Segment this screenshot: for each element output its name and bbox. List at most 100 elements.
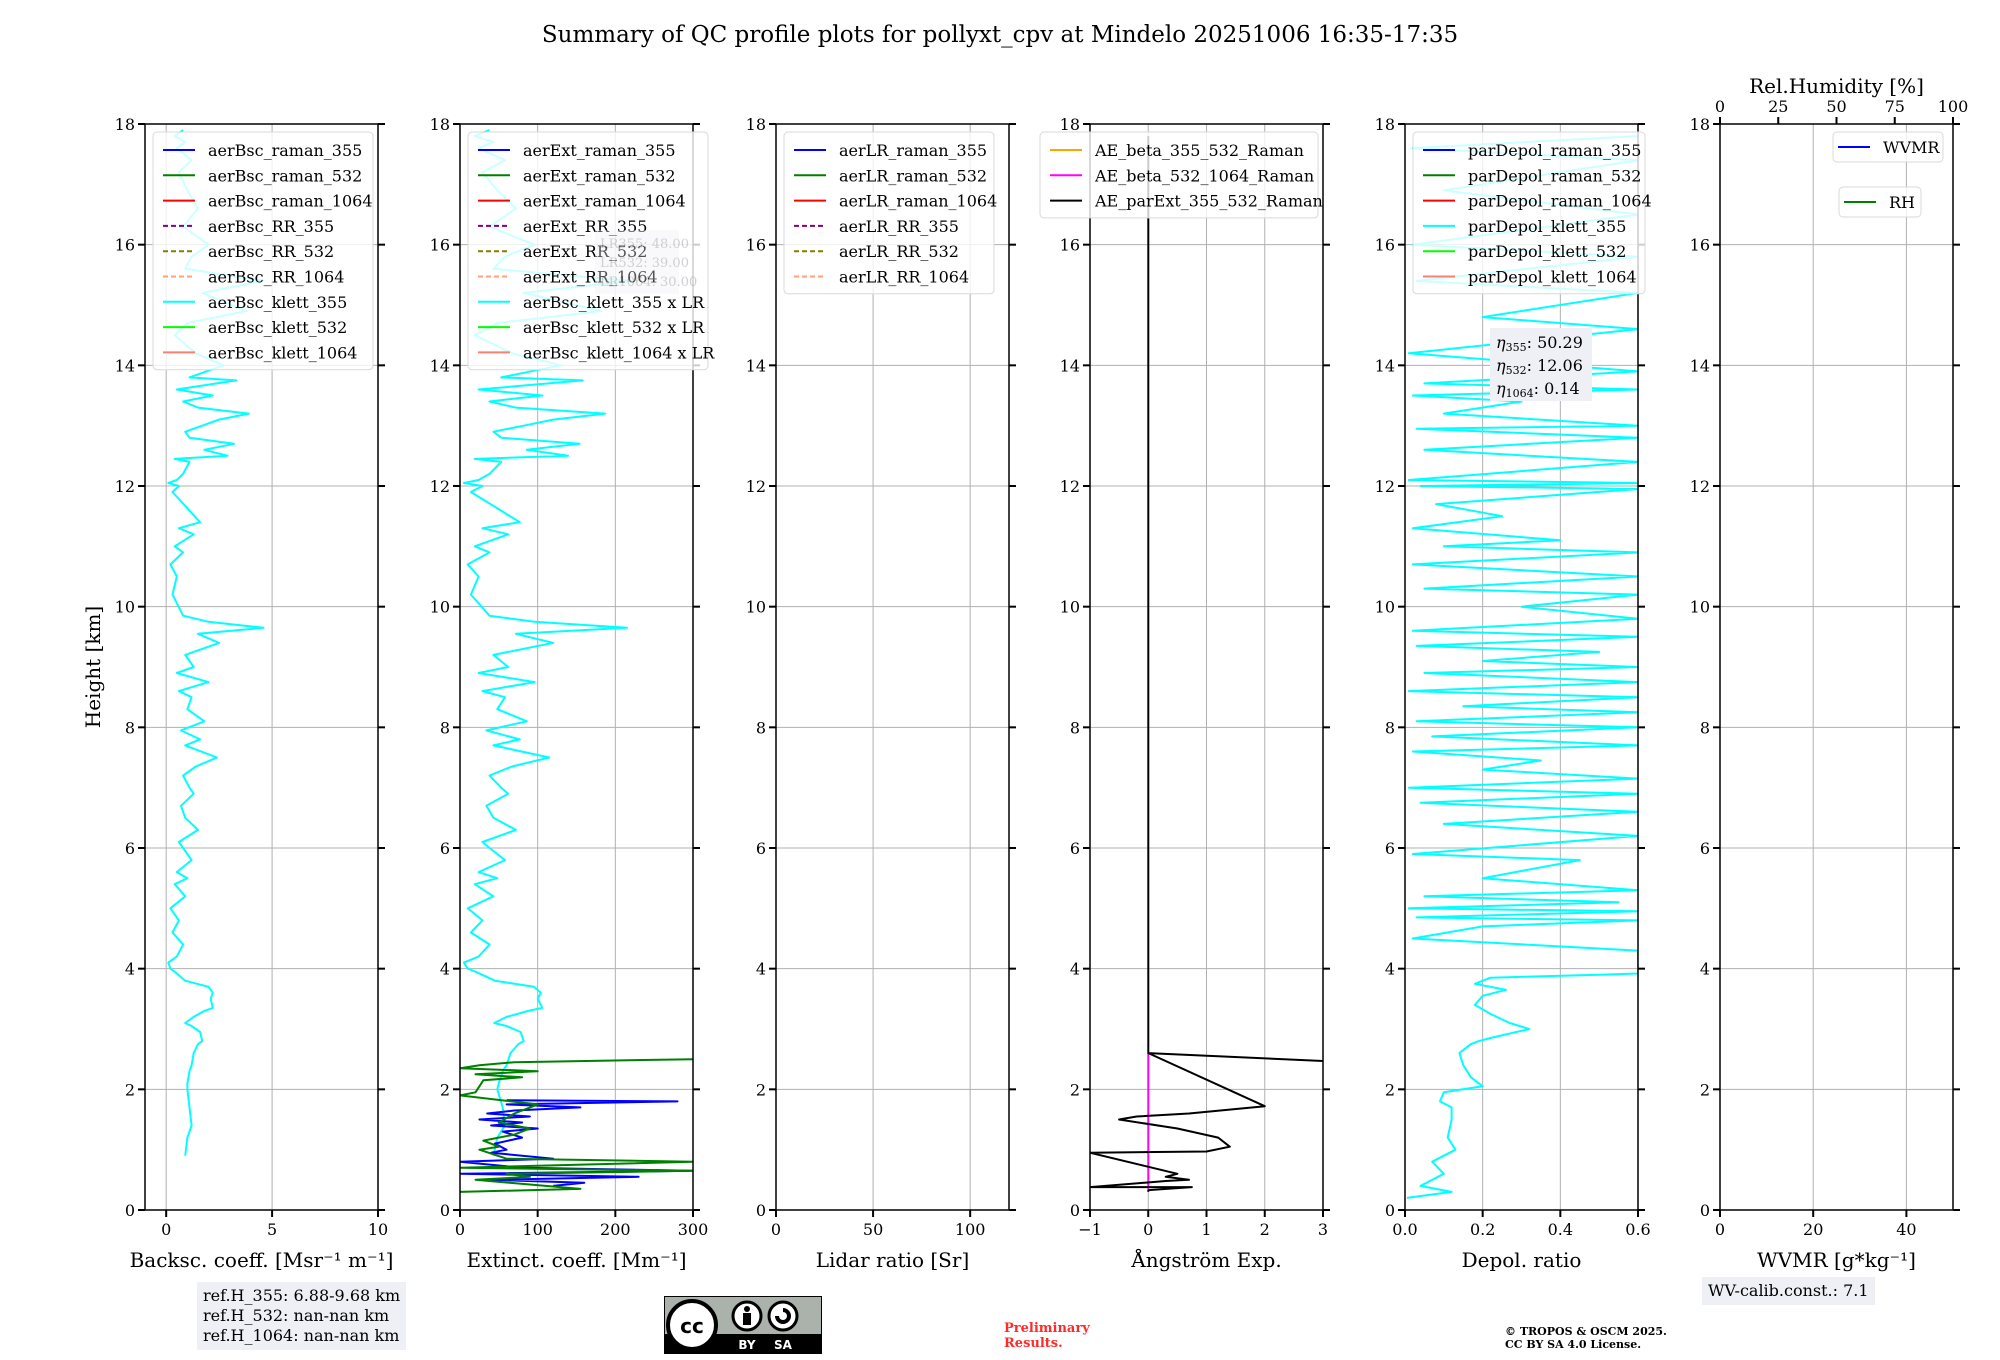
series-aerExt_raman_532 <box>460 1058 693 1193</box>
y-tick-label: 18 <box>430 115 450 134</box>
ref-height-532: ref.H_532: nan-nan km <box>203 1306 390 1325</box>
y-tick-label: 4 <box>440 960 450 979</box>
y-tick-label: 4 <box>1070 960 1080 979</box>
series-group <box>1090 136 1323 1192</box>
legend-box <box>1039 131 1319 219</box>
legend-wvmr: WVMR <box>1832 131 1944 163</box>
x-tick-label: 100 <box>955 1220 986 1239</box>
legend-label: WVMR <box>1883 138 1940 157</box>
legend-label: aerBsc_raman_1064 <box>208 192 373 211</box>
y-tick-label: 0 <box>1070 1201 1080 1220</box>
legend-label: aerBsc_RR_532 <box>208 242 334 261</box>
license-sa-label: SA <box>774 1338 793 1352</box>
legend-label: aerBsc_RR_1064 <box>208 268 344 287</box>
y-tick-label: 8 <box>1070 718 1080 737</box>
x-axis-label: Ångström Exp. <box>1130 1247 1281 1272</box>
y-tick-label: 18 <box>1690 115 1710 134</box>
legend-label: aerExt_raman_532 <box>523 166 676 185</box>
y-tick-label: 6 <box>125 839 135 858</box>
top-x-tick-label: 75 <box>1885 97 1905 116</box>
legend-label: aerExt_raman_355 <box>523 141 676 160</box>
series-parDepol_klett_355 <box>1406 135 1638 1199</box>
x-axis-label: Backsc. coeff. [Msr⁻¹ m⁻¹] <box>130 1248 394 1272</box>
top-x-tick-label: 25 <box>1768 97 1788 116</box>
legend-label: aerLR_raman_355 <box>839 141 987 160</box>
legend-label: aerLR_raman_1064 <box>839 192 997 211</box>
legend-label: parDepol_klett_532 <box>1468 242 1626 261</box>
x-axis-label: WVMR [g*kg⁻¹] <box>1757 1248 1916 1272</box>
copyright-note: © TROPOS & OSCM 2025. CC BY SA 4.0 Licen… <box>1505 1325 1667 1351</box>
x-tick-label: 3 <box>1318 1220 1328 1239</box>
legend-label: parDepol_raman_355 <box>1468 141 1641 160</box>
copyright-line-2: CC BY SA 4.0 License. <box>1505 1338 1642 1351</box>
legend-label: parDepol_raman_532 <box>1468 166 1641 185</box>
y-tick-label: 14 <box>1375 356 1395 375</box>
y-tick-label: 14 <box>115 356 135 375</box>
legend-label: aerLR_raman_532 <box>839 166 987 185</box>
eta-text: η532: 12.06 <box>1496 356 1583 377</box>
panel-wvmr: 0 20 40 0 2 4 6 8 10 12 14 16 18 WVMR [g*kg⁻¹] 0 25 50 75… <box>1690 74 1969 1272</box>
copyright-line-1: © TROPOS & OSCM 2025. <box>1505 1325 1667 1338</box>
y-tick-label: 18 <box>1060 115 1080 134</box>
series-aerExt_raman_355 <box>460 1099 693 1187</box>
panel-depol: 0.0 0.2 0.4 0.6 0 2 4 6 8 10 12 14 16 18 Depol. ratio p… <box>1375 115 1652 1272</box>
y-tick-label: 2 <box>1385 1080 1395 1099</box>
x-tick-label: 0.4 <box>1548 1220 1573 1239</box>
cc-by-sa-icon: cc BY SA <box>663 1295 823 1355</box>
top-x-tick-label: 100 <box>1938 97 1969 116</box>
x-tick-label: 0 <box>771 1220 781 1239</box>
y-tick-label: 8 <box>125 718 135 737</box>
x-tick-label: 0.6 <box>1625 1220 1650 1239</box>
eta-text: η1064: 0.14 <box>1496 379 1580 400</box>
series-group <box>1406 135 1638 1199</box>
y-tick-label: 2 <box>1700 1080 1710 1099</box>
lidar-ratio-text: LR355: 48.00 <box>600 237 689 252</box>
x-tick-label: −1 <box>1078 1220 1102 1239</box>
y-tick-label: 0 <box>1385 1201 1395 1220</box>
preliminary-results-note: Preliminary Results. <box>1004 1321 1090 1351</box>
y-tick-label: 0 <box>1700 1201 1710 1220</box>
axes-frame <box>1404 123 1639 1211</box>
legend-label: aerBsc_klett_532 x LR <box>523 318 705 337</box>
y-tick-label: 14 <box>430 356 450 375</box>
legend: aerBsc_raman_355 aerBsc_raman_532 aerBsc_r… <box>152 131 374 371</box>
legend-label: parDepol_klett_1064 <box>1468 268 1637 287</box>
y-tick-label: 12 <box>1060 477 1080 496</box>
y-tick-label: 16 <box>430 236 450 255</box>
preliminary-line-1: Preliminary <box>1004 1321 1090 1336</box>
y-tick-label: 12 <box>115 477 135 496</box>
svg-text:cc: cc <box>680 1314 704 1338</box>
y-tick-label: 16 <box>1690 236 1710 255</box>
y-tick-label: 16 <box>115 236 135 255</box>
y-tick-label: 12 <box>1690 477 1710 496</box>
y-tick-label: 14 <box>1060 356 1080 375</box>
x-tick-label: 1 <box>1201 1220 1211 1239</box>
legend-label: aerLR_RR_532 <box>839 242 959 261</box>
y-tick-label: 4 <box>125 960 135 979</box>
y-tick-label: 18 <box>115 115 135 134</box>
y-tick-label: 2 <box>756 1080 766 1099</box>
legend-label: aerLR_RR_1064 <box>839 268 969 287</box>
y-tick-label: 0 <box>756 1201 766 1220</box>
legend-label: aerExt_RR_355 <box>523 217 647 236</box>
y-tick-label: 16 <box>1060 236 1080 255</box>
wv-calibration-box: WV-calib.const.: 7.1 <box>1702 1277 1875 1305</box>
x-tick-label: 50 <box>863 1220 883 1239</box>
panel-lidar_ratio: 0 50 100 0 2 4 6 8 10 12 14 16 18 Lidar ratio [Sr] aer… <box>746 115 1016 1272</box>
license-by-label: BY <box>738 1338 755 1352</box>
legend-label: aerBsc_klett_532 <box>208 318 347 337</box>
x-axis-label: Extinct. coeff. [Mm⁻¹] <box>466 1248 686 1272</box>
x-tick-label: 0 <box>1715 1220 1725 1239</box>
y-tick-label: 12 <box>430 477 450 496</box>
x-tick-label: 10 <box>368 1220 388 1239</box>
x-tick-label: 0.0 <box>1392 1220 1417 1239</box>
y-tick-label: 14 <box>746 356 766 375</box>
y-tick-label: 8 <box>1700 718 1710 737</box>
legend-label: RH <box>1889 193 1915 212</box>
y-tick-label: 18 <box>1375 115 1395 134</box>
x-tick-label: 100 <box>522 1220 553 1239</box>
y-tick-label: 6 <box>756 839 766 858</box>
legend-label: aerBsc_raman_355 <box>208 141 362 160</box>
